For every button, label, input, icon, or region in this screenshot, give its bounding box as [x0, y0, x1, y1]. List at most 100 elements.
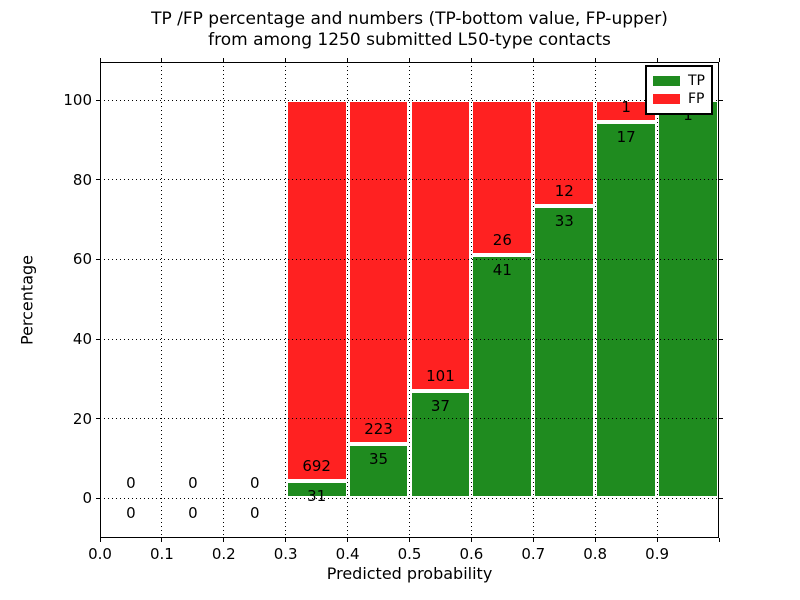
chart-title-line2: from among 1250 submitted L50-type conta… [208, 30, 611, 50]
y-axis-label: Percentage [17, 254, 37, 346]
plot-frame [100, 62, 719, 538]
fp-count-label: 0 [126, 474, 136, 493]
tp-count-label: 41 [492, 260, 512, 279]
fp-count-label: 1 [621, 98, 631, 117]
v-gridline [347, 62, 349, 538]
x-tick-label: 0.9 [645, 545, 670, 563]
x-tick-mark [532, 58, 534, 62]
x-tick-mark [718, 538, 720, 542]
y-tick-mark [719, 497, 723, 499]
y-tick-label: 80 [72, 170, 92, 189]
y-tick-mark [96, 99, 100, 101]
tp-count-label: 17 [616, 128, 636, 147]
x-tick-mark [470, 538, 472, 542]
y-tick-mark [719, 99, 723, 101]
x-tick-mark [161, 538, 163, 542]
legend-swatch-tp [653, 76, 680, 86]
y-tick-mark [719, 179, 723, 181]
v-gridline [594, 62, 596, 538]
x-tick-mark [285, 58, 287, 62]
legend-swatch-fp [653, 94, 680, 104]
x-tick-mark [718, 58, 720, 62]
v-gridline [532, 62, 534, 538]
y-tick-label: 100 [63, 91, 92, 110]
bar-tp-segment [285, 481, 348, 499]
fp-count-label: 26 [492, 230, 512, 249]
x-tick-mark [656, 58, 658, 62]
x-tick-mark [285, 538, 287, 542]
tp-count-label: 31 [307, 487, 327, 506]
legend: TP FP [645, 65, 713, 115]
x-tick-label: 0.3 [273, 545, 298, 563]
tp-count-label: 0 [188, 504, 198, 523]
x-tick-mark [594, 538, 596, 542]
bar-fp-segment [533, 100, 596, 207]
v-gridline [470, 62, 472, 538]
v-gridline [285, 62, 287, 538]
tp-count-label: 35 [369, 450, 389, 469]
x-tick-mark [409, 538, 410, 542]
fp-count-label: 0 [188, 474, 198, 493]
x-tick-mark [99, 58, 101, 62]
x-tick-mark [347, 538, 349, 542]
x-tick-mark [409, 58, 410, 62]
x-tick-mark [223, 58, 225, 62]
y-tick-label: 40 [72, 330, 92, 348]
x-tick-label: 0.1 [149, 545, 174, 563]
chart-title-line1: TP /FP percentage and numbers (TP-bottom… [151, 9, 668, 29]
x-tick-mark [161, 58, 163, 62]
x-tick-label: 0.8 [583, 545, 608, 563]
bar-fp-segment [347, 100, 410, 445]
x-tick-label: 0.5 [397, 545, 422, 563]
y-tick-label: 20 [72, 409, 92, 428]
legend-entry-fp: FP [653, 90, 705, 108]
x-tick-mark [223, 538, 225, 542]
y-tick-mark [96, 179, 100, 181]
fp-count-label: 0 [249, 474, 260, 493]
x-tick-mark [347, 58, 349, 62]
bar-tp-segment [595, 122, 658, 499]
fp-count-label: 12 [554, 182, 574, 201]
x-tick-label: 0.2 [211, 545, 236, 563]
tp-count-label: 1 [683, 106, 693, 125]
x-tick-mark [656, 538, 658, 542]
x-tick-mark [99, 538, 101, 542]
x-tick-label: 0.0 [88, 545, 112, 563]
legend-entry-tp: TP [653, 72, 705, 90]
x-tick-label: 0.4 [335, 545, 360, 563]
bar-tp-segment [409, 391, 472, 499]
tp-count-label: 33 [554, 212, 574, 231]
y-tick-mark [96, 338, 100, 340]
tp-count-label: 0 [249, 504, 260, 523]
x-tick-label: 0.6 [459, 545, 484, 563]
y-tick-label: 60 [72, 250, 92, 269]
bar-tp-segment [471, 254, 534, 499]
legend-label-fp: FP [688, 91, 705, 107]
v-gridline [223, 62, 225, 538]
y-tick-mark [719, 338, 723, 340]
y-tick-label: 0 [82, 489, 92, 508]
legend-label-tp: TP [688, 73, 705, 89]
chart-title: TP /FP percentage and numbers (TP-bottom… [100, 9, 719, 51]
x-tick-mark [470, 58, 472, 62]
y-tick-mark [719, 258, 723, 260]
y-tick-mark [719, 418, 723, 420]
y-tick-mark [96, 258, 100, 260]
bar-tp-segment [657, 100, 719, 499]
x-axis-label: Predicted probability [326, 564, 493, 583]
bar-fp-segment [285, 100, 348, 482]
v-gridline [409, 62, 410, 538]
tp-count-label: 0 [126, 504, 136, 523]
v-gridline [161, 62, 163, 538]
y-tick-mark [96, 497, 100, 499]
fp-count-label: 692 [302, 457, 331, 476]
v-gridline [656, 62, 658, 538]
bar-fp-segment [409, 100, 472, 392]
bar-fp-segment [471, 100, 534, 255]
x-tick-label: 0.7 [521, 545, 546, 563]
x-tick-mark [532, 538, 534, 542]
y-tick-mark [96, 418, 100, 420]
x-tick-mark [594, 58, 596, 62]
tp-count-label: 37 [430, 397, 450, 416]
